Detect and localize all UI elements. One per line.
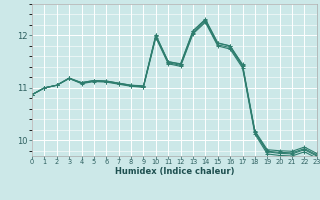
X-axis label: Humidex (Indice chaleur): Humidex (Indice chaleur) [115, 167, 234, 176]
